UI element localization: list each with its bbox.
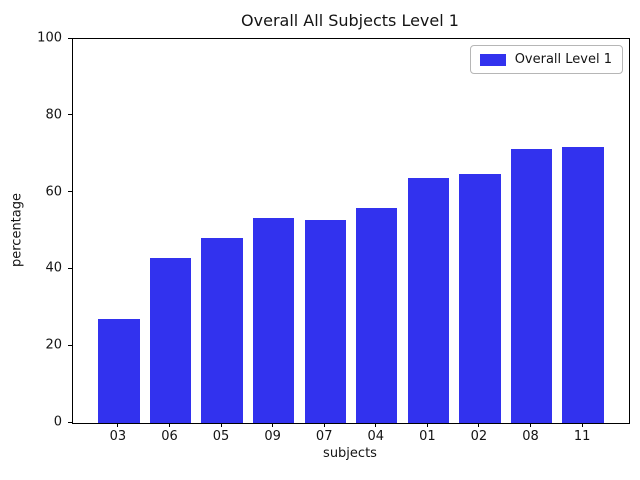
y-tick-mark — [68, 114, 72, 116]
x-tick-label: 05 — [212, 429, 230, 444]
legend-swatch-icon — [479, 53, 506, 66]
y-tick-mark — [68, 37, 72, 39]
x-axis-label: subjects — [323, 446, 377, 461]
y-tick-label: 60 — [45, 184, 62, 200]
x-tick-mark — [478, 423, 480, 427]
y-tick-label: 40 — [45, 260, 62, 276]
bar-08 — [510, 149, 553, 423]
bar-07 — [304, 220, 346, 423]
y-tick-mark — [68, 267, 72, 269]
x-tick-label: 01 — [419, 429, 436, 444]
x-tick-mark — [323, 423, 325, 427]
legend-label: Overall Level 1 — [514, 52, 612, 67]
bar-02 — [459, 174, 501, 423]
x-tick-mark — [220, 423, 222, 427]
x-tick-label: 02 — [470, 429, 488, 444]
chart-title: Overall All Subjects Level 1 — [241, 11, 459, 30]
x-tick-mark — [375, 423, 377, 427]
x-tick-label: 11 — [573, 429, 591, 444]
x-tick-mark — [530, 423, 532, 427]
x-tick-label: 06 — [161, 429, 178, 444]
bar-03 — [98, 319, 140, 423]
x-tick-label: 09 — [264, 429, 281, 444]
y-tick-label: 20 — [45, 337, 62, 353]
y-tick-label: 0 — [53, 414, 62, 430]
y-axis-label: percentage — [9, 192, 25, 268]
x-tick-mark — [117, 423, 119, 427]
x-tick-mark — [168, 423, 170, 427]
bar-09 — [253, 218, 295, 423]
y-tick-mark — [68, 344, 72, 346]
y-tick-mark — [68, 191, 72, 193]
x-tick-label: 08 — [522, 429, 539, 444]
bar-05 — [201, 237, 243, 423]
y-tick-label: 100 — [37, 30, 62, 46]
bar-06 — [149, 257, 192, 423]
x-tick-mark — [426, 423, 428, 427]
bar-11 — [562, 147, 604, 423]
bar-01 — [407, 177, 449, 423]
x-tick-label: 07 — [315, 429, 333, 444]
y-tick-mark — [68, 421, 72, 423]
bars-layer — [73, 39, 629, 423]
legend: Overall Level 1 — [469, 45, 623, 74]
bar-04 — [356, 207, 398, 423]
x-tick-label: 03 — [109, 429, 127, 444]
x-tick-label: 04 — [367, 429, 385, 444]
x-tick-mark — [272, 423, 274, 427]
plot-area: Overall Level 1 — [72, 38, 630, 424]
x-tick-mark — [581, 423, 583, 427]
y-tick-label: 80 — [45, 107, 62, 123]
